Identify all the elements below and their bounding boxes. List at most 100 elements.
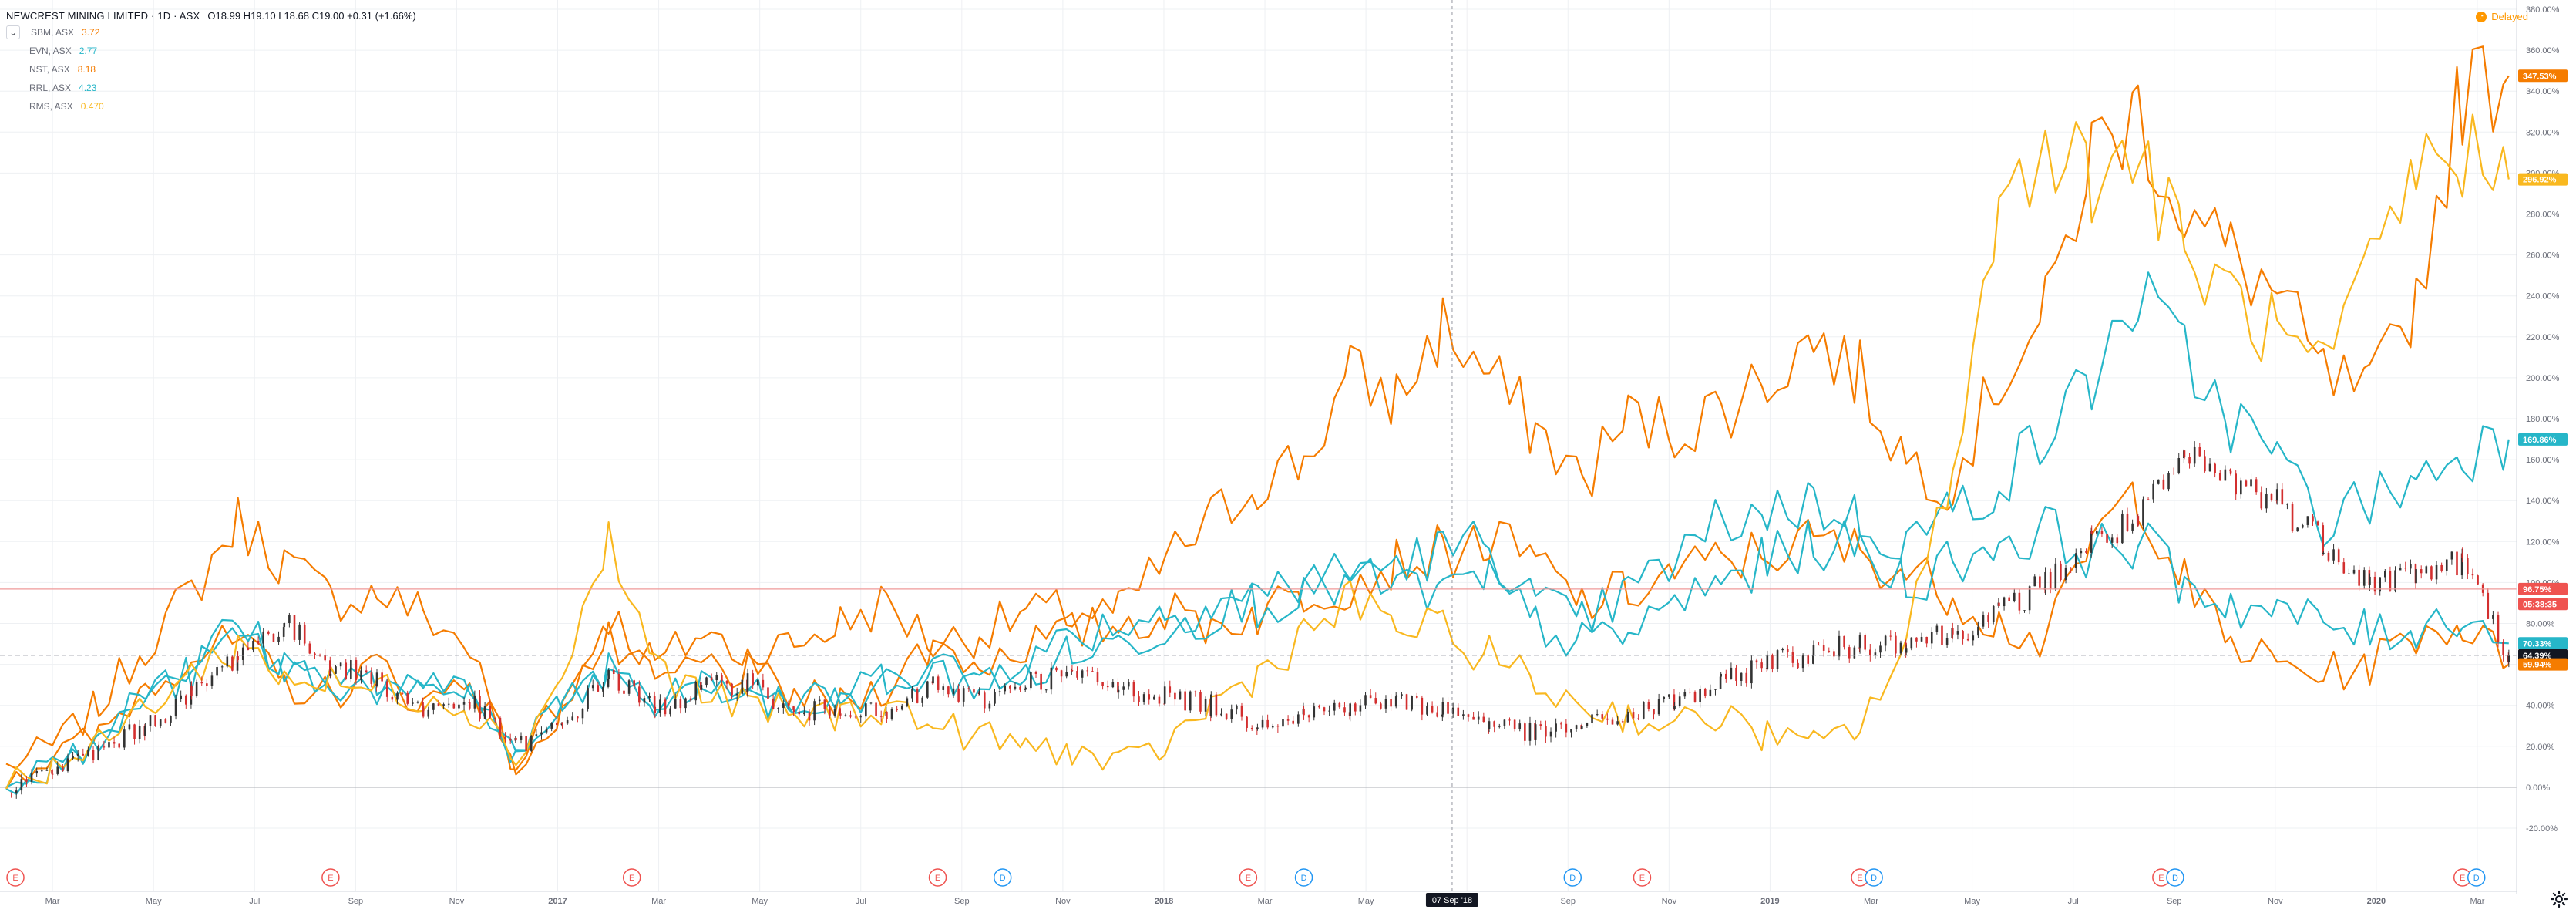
legend-row[interactable]: RRL, ASX 4.23 [6, 79, 416, 97]
candle-body [1565, 723, 1568, 733]
time-tick-label: Nov [1055, 897, 1071, 906]
earnings-marker[interactable]: E [1239, 868, 1258, 887]
legend-row[interactable]: EVN, ASX 2.77 [6, 42, 416, 60]
event-letter: E [1857, 874, 1862, 883]
earnings-marker[interactable]: E [321, 868, 340, 887]
earnings-marker[interactable]: E [622, 868, 641, 887]
candle [2193, 441, 2196, 467]
candle [1240, 702, 1243, 721]
candle [1493, 720, 1495, 733]
candle [833, 704, 836, 718]
candle [1693, 690, 1697, 703]
delayed-indicator[interactable]: ◔ Delayed [2476, 11, 2528, 22]
candle [550, 722, 553, 732]
candle [1250, 725, 1253, 731]
candle-body [154, 715, 156, 726]
candle-body [1374, 698, 1377, 704]
dividend-marker[interactable]: D [2467, 868, 2486, 887]
candle-body [2291, 504, 2294, 532]
symbol-title[interactable]: NEWCREST MINING LIMITED · 1D · ASX [6, 9, 200, 22]
candle [2342, 558, 2346, 574]
candle-body [777, 707, 780, 709]
candle-body [2183, 450, 2186, 457]
candle-body [1451, 707, 1454, 714]
candle-body [1503, 719, 1506, 726]
candle [561, 722, 563, 729]
candle [432, 702, 435, 715]
candle-body [900, 705, 903, 710]
dividend-marker[interactable]: D [993, 868, 1012, 887]
candle-body [20, 779, 23, 791]
overlays [0, 0, 2517, 891]
earnings-marker[interactable]: E [928, 868, 947, 887]
candle-body [746, 673, 749, 692]
candle-body [577, 716, 579, 719]
candle-body [2507, 655, 2510, 662]
time-axis[interactable]: Mar May Jul Sep Nov 2017 Mar May Jul Sep Nov 2018 Ma… [0, 891, 2517, 907]
candle [767, 683, 769, 702]
candle-body [792, 710, 795, 713]
candle-body [978, 692, 980, 695]
candle-body [2162, 479, 2165, 490]
candle [643, 695, 646, 707]
candle [2255, 477, 2258, 495]
candle-body [87, 750, 89, 756]
candle [1024, 686, 1027, 690]
chevron-down-icon[interactable]: ⌄ [6, 25, 20, 39]
candle [2039, 574, 2041, 589]
candle-body [210, 675, 214, 686]
candle-body [2270, 494, 2273, 500]
candle [1895, 632, 1897, 658]
candle [298, 622, 301, 645]
candle-body [571, 716, 574, 721]
candle-body [705, 677, 708, 686]
candle-body [1405, 694, 1408, 710]
earnings-marker[interactable]: E [1633, 868, 1652, 887]
dividend-marker[interactable]: D [1563, 868, 1582, 887]
candle [2060, 560, 2062, 582]
legend-row[interactable]: NST, ASX 8.18 [6, 60, 416, 79]
candle-body [2255, 479, 2258, 493]
price-axis[interactable]: -20.00%0.00%20.00%40.00%60.00%80.00%100.… [2516, 0, 2568, 894]
candle-body [62, 766, 64, 772]
candle [118, 743, 121, 749]
legend-series-value: 2.77 [79, 45, 98, 56]
candle [2245, 479, 2248, 487]
gear-icon[interactable] [2550, 890, 2568, 908]
candle [1998, 597, 2000, 612]
candle-body [170, 716, 172, 723]
price-tick-label: 280.00% [2526, 211, 2560, 220]
candle [2471, 568, 2474, 580]
candle [2080, 548, 2083, 558]
candle-body [849, 715, 852, 717]
candle-body [1447, 702, 1449, 714]
candle-body [561, 723, 563, 725]
candle [1982, 611, 1985, 629]
candle-body [1791, 652, 1794, 663]
time-tick-label: Sep [1560, 897, 1576, 906]
dividend-marker[interactable]: D [1865, 868, 1883, 887]
candle [1575, 724, 1578, 732]
legend-row[interactable]: RMS, ASX 0.470 [6, 97, 416, 116]
candle [1689, 687, 1691, 695]
candle [1415, 692, 1418, 699]
dividend-marker[interactable]: D [2166, 868, 2184, 887]
candle [2281, 483, 2284, 505]
candle-body [2369, 576, 2371, 585]
candle [1735, 665, 1737, 686]
candle [1411, 695, 1413, 712]
candle-body [406, 692, 409, 704]
candle-body [422, 705, 425, 717]
candle [2430, 565, 2433, 581]
candle [1441, 697, 1444, 718]
dividend-marker[interactable]: D [1294, 868, 1313, 887]
candle-body [2074, 553, 2077, 568]
candle [735, 687, 738, 702]
legend-row[interactable]: ⌄ SBM, ASX 3.72 [6, 23, 416, 42]
candle [1797, 659, 1799, 669]
candle-body [1941, 625, 1943, 645]
earnings-marker[interactable]: E [6, 868, 25, 887]
candle [1009, 684, 1011, 694]
candle-body [2121, 513, 2124, 544]
